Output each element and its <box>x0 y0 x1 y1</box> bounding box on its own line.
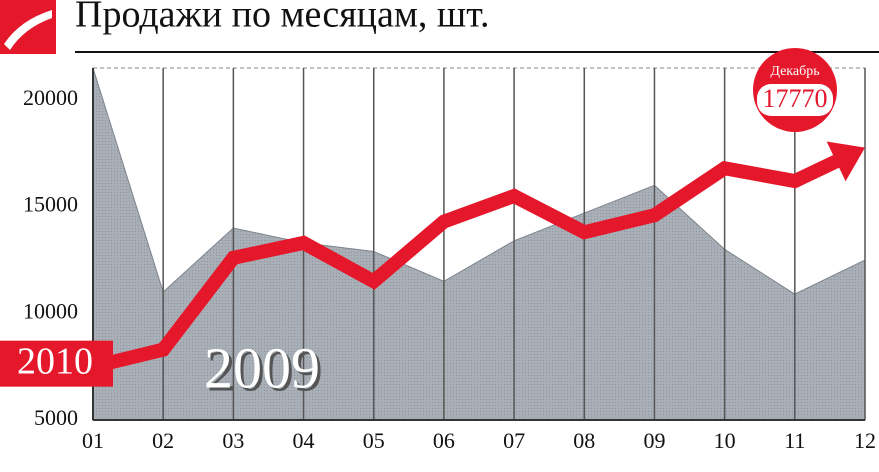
legend-label: 2009 <box>204 335 320 400</box>
x-tick-label: 08 <box>573 428 595 453</box>
logo <box>0 0 56 54</box>
y-tick-label: 10000 <box>23 298 78 323</box>
callout-title: Декабрь <box>770 64 819 79</box>
legend-label-shadow: 2009 <box>207 338 323 403</box>
callout-inner <box>757 84 833 116</box>
x-tick-label: 07 <box>503 428 525 453</box>
data-label: 17770 <box>763 84 828 113</box>
y-tick-label: 15000 <box>23 192 78 217</box>
x-tick-label: 03 <box>222 428 244 453</box>
legend-box <box>0 340 113 387</box>
chart-title: Продажи по месяцам, шт. <box>75 0 489 36</box>
x-tick-label: 09 <box>643 428 665 453</box>
x-tick-label: 12 <box>854 428 876 453</box>
line <box>91 152 845 374</box>
x-tick-label: 04 <box>293 428 315 453</box>
x-tick-label: 02 <box>152 428 174 453</box>
legend-label: 2010 <box>17 340 93 382</box>
x-tick-label: 06 <box>433 428 455 453</box>
y-tick-label: 5000 <box>34 405 78 430</box>
x-tick-label: 01 <box>82 428 104 453</box>
x-tick-label: 11 <box>784 428 805 453</box>
arrow-head <box>826 141 865 182</box>
x-tick-label: 05 <box>363 428 385 453</box>
x-tick-label: 10 <box>714 428 736 453</box>
y-tick-label: 20000 <box>23 85 78 110</box>
